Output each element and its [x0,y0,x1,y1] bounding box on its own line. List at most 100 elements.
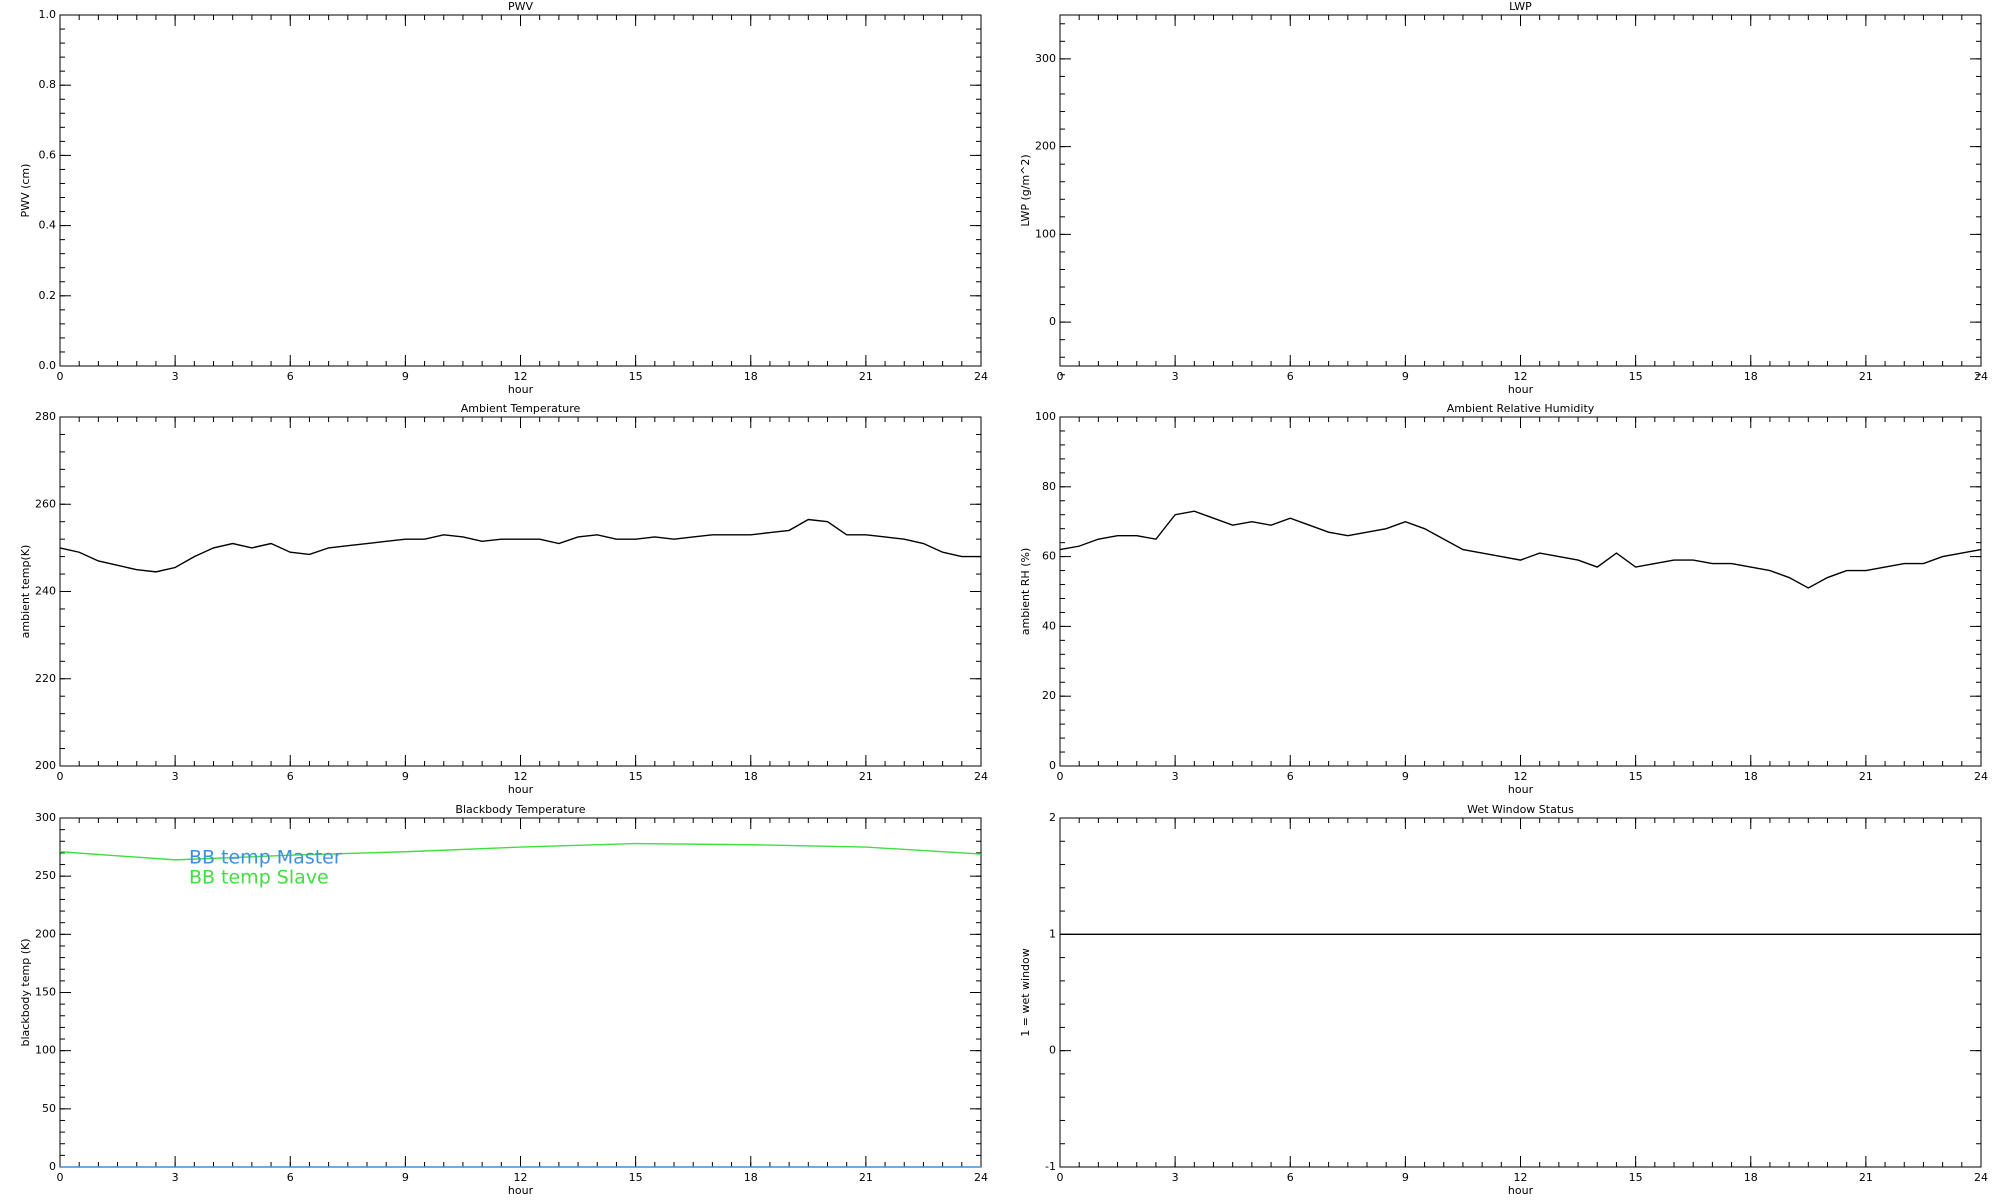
x-axis-label: hour [508,383,534,396]
y-tick-label: 200 [35,927,56,940]
x-tick-label: 12 [514,370,528,383]
y-tick-label: 200 [35,759,56,772]
x-tick-label: 15 [629,770,643,783]
x-tick-label: 18 [1744,370,1758,383]
y-axis-label: ambient RH (%) [1019,548,1032,636]
y-axis-label: PWV (cm) [19,164,32,218]
plot-frame [59,14,982,367]
chart-title: LWP [1509,0,1532,13]
x-tick-label: 21 [859,1171,873,1184]
plot-frame [1059,817,1982,1168]
y-axis-label: blackbody temp (K) [19,939,32,1047]
y-tick-label: 0.0 [39,359,57,372]
y-tick-label: 2 [1049,811,1056,824]
y-tick-label: 0.8 [39,78,57,91]
x-tick-label: 0 [1057,770,1064,783]
x-tick-label: 9 [1402,770,1409,783]
x-tick-label: 6 [1287,1171,1294,1184]
y-tick-label: 0 [1049,759,1056,772]
x-tick-label: 21 [859,770,873,783]
x-tick-label: 15 [1629,770,1643,783]
x-tick-label: 3 [1172,1171,1179,1184]
x-tick-label: 12 [1514,770,1528,783]
x-tick-label: 6 [1287,770,1294,783]
x-tick-label: 24 [974,770,988,783]
x-tick-label: 9 [402,1171,409,1184]
y-axis-label: LWP (g/m^2) [1019,154,1032,226]
x-tick-label: 12 [514,770,528,783]
y-tick-label: 60 [1042,550,1056,563]
x-tick-label: 18 [744,370,758,383]
y-tick-label: 260 [35,497,56,510]
legend-entry: BB temp Master [189,847,342,869]
x-tick-label: 3 [172,770,179,783]
x-tick-label: 18 [744,1171,758,1184]
y-tick-label: 100 [1035,410,1056,423]
x-tick-label: 0 [57,1171,64,1184]
x-tick-label: 6 [1287,370,1294,383]
y-axis-label: ambient temp(K) [19,545,32,639]
x-tick-label: 0 [57,370,64,383]
x-tick-label: 21 [1859,770,1873,783]
y-tick-label: 220 [35,672,56,685]
x-tick-label: 21 [1859,370,1873,383]
x-tick-label: 6 [287,770,294,783]
y-tick-label: 100 [35,1044,56,1057]
y-tick-label: 80 [1042,480,1056,493]
x-tick-label: 6 [287,370,294,383]
x-tick-label: 15 [629,370,643,383]
data-line [1059,510,1982,589]
chart-title: Ambient Relative Humidity [1447,402,1595,415]
x-tick-label: 15 [629,1171,643,1184]
x-tick-label: 12 [1514,370,1528,383]
plot-frame [1059,14,1982,367]
y-tick-label: 20 [1042,689,1056,702]
x-tick-label: 18 [1744,770,1758,783]
x-axis-label: hour [1508,383,1534,396]
plot-frame [1059,416,1982,767]
y-tick-label: 40 [1042,619,1056,632]
data-line [59,518,981,573]
x-tick-label: 9 [402,770,409,783]
y-tick-label: 1.0 [39,8,57,21]
y-axis-label: 1 = wet window [1019,948,1032,1037]
x-tick-label: 24 [1974,1171,1988,1184]
y-tick-label: 300 [1035,52,1056,65]
y-tick-label: 240 [35,585,56,598]
x-tick-label: 9 [1402,370,1409,383]
x-tick-label: 0 [57,770,64,783]
y-tick-label: 280 [35,410,56,423]
x-tick-label: 12 [1514,1171,1528,1184]
x-axis-label: hour [1508,1184,1534,1197]
y-tick-label: 50 [42,1102,56,1115]
x-tick-label: 24 [974,1171,988,1184]
y-tick-label: 300 [35,811,56,824]
y-tick-label: 100 [1035,227,1056,240]
x-tick-label: 21 [1859,1171,1873,1184]
y-tick-label: 0.2 [39,289,57,302]
x-tick-label: 6 [287,1171,294,1184]
y-tick-label: 150 [35,986,56,999]
x-axis-label: hour [508,783,534,796]
x-tick-label: 9 [402,370,409,383]
data-line [59,842,982,861]
chart-title: Ambient Temperature [461,402,581,415]
y-tick-label: 250 [35,869,56,882]
y-tick-label: 0 [49,1160,56,1173]
chart-title: Blackbody Temperature [455,803,585,816]
x-tick-label: 18 [744,770,758,783]
x-tick-label: 3 [172,370,179,383]
x-tick-label: 9 [1402,1171,1409,1184]
x-tick-label: 21 [859,370,873,383]
x-tick-label: 24 [1974,770,1988,783]
x-tick-label: 3 [172,1171,179,1184]
x-tick-label: 15 [1629,1171,1643,1184]
x-tick-label: 24 [1974,370,1988,383]
x-tick-label: 15 [1629,370,1643,383]
x-axis-label: hour [1508,783,1534,796]
x-tick-label: 3 [1172,770,1179,783]
x-axis-label: hour [508,1184,534,1197]
x-tick-label: 18 [1744,1171,1758,1184]
x-tick-label: 24 [974,370,988,383]
